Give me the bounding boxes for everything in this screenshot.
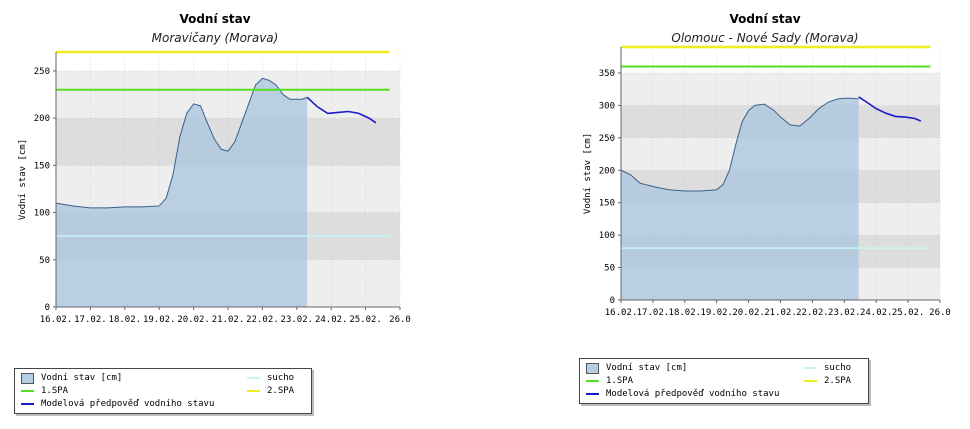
x-tick-label: 20.02. — [732, 308, 765, 318]
y-axis-label: Vodní stav [cm] — [18, 139, 28, 220]
forecast-line — [306, 96, 377, 124]
legend-label: 2.SPA — [267, 386, 295, 396]
x-tick-label: 26.0 — [929, 308, 951, 318]
y-tick-label: 300 — [599, 101, 615, 111]
legend-label: 1.SPA — [41, 386, 69, 396]
y-tick-label: 50 — [604, 264, 615, 274]
chart-subtitle: Olomouc - Nové Sady (Morava) — [671, 31, 859, 45]
chart-title: Vodní stav — [179, 12, 251, 26]
x-tick-label: 17.02. — [74, 315, 107, 325]
x-tick-label: 25.02. — [892, 308, 925, 318]
x-tick-label: 26.0 — [389, 315, 411, 325]
x-tick-label: 24.02. — [315, 315, 348, 325]
y-tick-label: 150 — [599, 199, 615, 209]
y-tick-label: 150 — [34, 161, 50, 171]
legend-label: 2.SPA — [824, 376, 852, 386]
y-axis-label: Vodní stav [cm] — [583, 133, 593, 214]
legend-label: Vodní stav [cm] — [606, 363, 688, 373]
y-tick-label: 250 — [34, 67, 50, 77]
y-tick-label: 200 — [599, 166, 615, 176]
y-tick-label: 200 — [34, 114, 50, 124]
chart-title: Vodní stav — [729, 12, 801, 26]
observed-line — [55, 77, 308, 209]
legend-label: sucho — [267, 373, 295, 383]
chart-subtitle: Moravičany (Morava) — [151, 31, 279, 45]
x-tick-label: 18.02. — [669, 308, 702, 318]
legend-label: 1.SPA — [606, 376, 634, 386]
legend-swatch — [21, 373, 34, 384]
chart-olomouc: Vodní stav Olomouc - Nové Sady (Morava) … — [560, 0, 970, 429]
y-tick-label: 250 — [599, 134, 615, 144]
legend-swatch — [804, 367, 817, 369]
y-tick-label: 350 — [599, 69, 615, 79]
y-tick-label: 0 — [45, 303, 50, 313]
chart-plot: 0 50 100 150 200 250 300 350 16.02. 17.02. 18.02. 1… — [583, 45, 951, 318]
legend-swatch — [586, 393, 599, 395]
legend-swatch — [804, 380, 817, 382]
y-tick-label: 100 — [34, 209, 50, 219]
observed-area — [56, 78, 308, 307]
legend-swatch — [247, 377, 260, 379]
x-tick-label: 20.02. — [177, 315, 210, 325]
x-tick-label: 22.02. — [246, 315, 279, 325]
forecast-line — [858, 96, 922, 122]
x-tick-label: 25.02. — [349, 315, 382, 325]
x-tick-label: 22.02. — [796, 308, 829, 318]
y-tick-label: 100 — [599, 231, 615, 241]
legend-label: Modelová předpověď vodního stavu — [606, 389, 780, 399]
chart-moravicany: Vodní stav Moravičany (Morava) 0 50 100 150… — [0, 0, 430, 429]
x-tick-label: 23.02. — [281, 315, 314, 325]
x-tick-label: 23.02. — [828, 308, 861, 318]
legend-label: Vodní stav [cm] — [41, 373, 123, 383]
legend-swatch — [21, 390, 34, 392]
legend-label: sucho — [824, 363, 852, 373]
x-tick-label: 19.02. — [143, 315, 176, 325]
chart-legend: Vodní stav [cm] sucho 1.SPA 2.SPA Modelová p… — [14, 368, 312, 414]
y-tick-label: 50 — [39, 256, 50, 266]
x-tick-label: 24.02. — [860, 308, 893, 318]
x-tick-label: 21.02. — [764, 308, 797, 318]
legend-label: Modelová předpověď vodního stavu — [41, 399, 215, 409]
x-tick-label: 18.02. — [109, 315, 142, 325]
x-tick-label: 19.02. — [700, 308, 733, 318]
chart-legend: Vodní stav [cm] sucho 1.SPA 2.SPA Modelová p… — [579, 358, 869, 404]
x-tick-label: 16.02. — [40, 315, 73, 325]
legend-swatch — [247, 390, 260, 392]
x-tick-label: 16.02. — [605, 308, 638, 318]
observed-line — [620, 97, 859, 192]
observed-area — [621, 98, 859, 300]
x-tick-label: 21.02. — [212, 315, 245, 325]
legend-swatch — [586, 363, 599, 374]
x-tick-label: 17.02. — [637, 308, 670, 318]
legend-swatch — [586, 380, 599, 382]
legend-swatch — [21, 403, 34, 405]
y-tick-label: 0 — [610, 296, 615, 306]
